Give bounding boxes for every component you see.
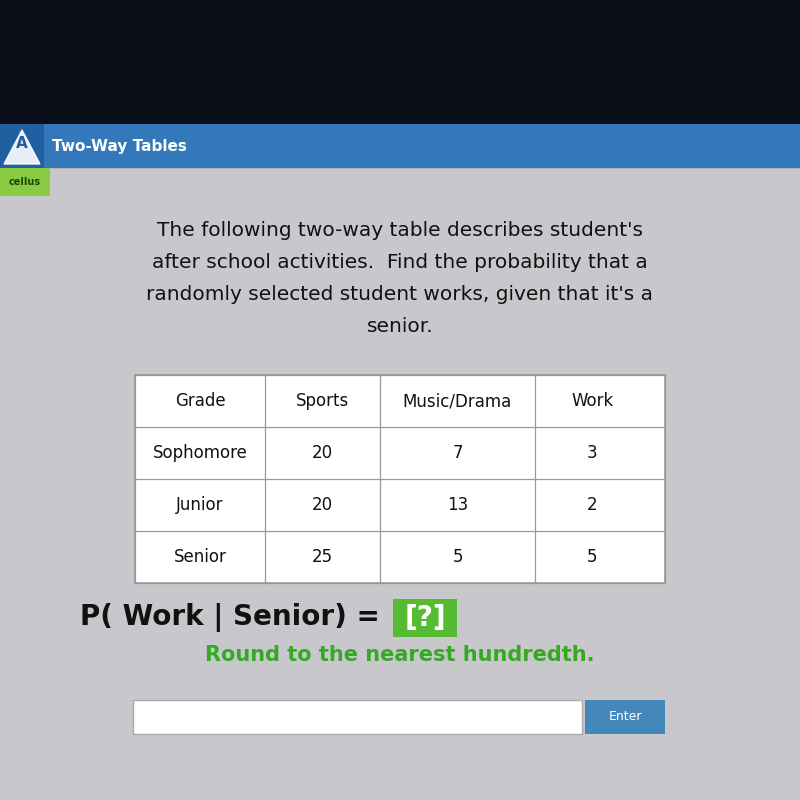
Text: 13: 13 bbox=[447, 496, 468, 514]
Bar bbox=[0, 168, 50, 196]
Polygon shape bbox=[4, 130, 40, 164]
Text: Sports: Sports bbox=[296, 392, 349, 410]
Text: randomly selected student works, given that it's a: randomly selected student works, given t… bbox=[146, 285, 654, 303]
Text: 25: 25 bbox=[312, 548, 333, 566]
Text: 5: 5 bbox=[452, 548, 462, 566]
Bar bbox=[585, 700, 665, 734]
Text: Sophomore: Sophomore bbox=[153, 444, 247, 462]
Bar bbox=[133, 700, 582, 734]
Text: senior.: senior. bbox=[366, 317, 434, 335]
Text: The following two-way table describes student's: The following two-way table describes st… bbox=[157, 221, 643, 239]
Bar bbox=[0, 168, 800, 800]
FancyBboxPatch shape bbox=[393, 599, 457, 637]
Text: 20: 20 bbox=[312, 444, 333, 462]
Text: after school activities.  Find the probability that a: after school activities. Find the probab… bbox=[152, 253, 648, 271]
Text: A: A bbox=[16, 136, 28, 151]
Text: Two-Way Tables: Two-Way Tables bbox=[52, 138, 187, 154]
Text: Senior: Senior bbox=[174, 548, 226, 566]
Text: 7: 7 bbox=[452, 444, 462, 462]
Text: cellus: cellus bbox=[9, 177, 41, 187]
Text: Enter: Enter bbox=[608, 710, 642, 723]
Text: 2: 2 bbox=[587, 496, 598, 514]
Text: Music/Drama: Music/Drama bbox=[403, 392, 512, 410]
Text: Junior: Junior bbox=[176, 496, 224, 514]
Text: Round to the nearest hundredth.: Round to the nearest hundredth. bbox=[206, 645, 594, 665]
Text: P( Work | Senior) =: P( Work | Senior) = bbox=[81, 603, 390, 633]
Text: 20: 20 bbox=[312, 496, 333, 514]
Text: 3: 3 bbox=[587, 444, 598, 462]
Bar bbox=[0, 124, 44, 168]
Text: 5: 5 bbox=[587, 548, 598, 566]
Text: [?]: [?] bbox=[404, 604, 446, 632]
Bar bbox=[135, 375, 665, 583]
Bar bbox=[0, 124, 800, 168]
Text: Work: Work bbox=[571, 392, 614, 410]
Text: Grade: Grade bbox=[174, 392, 226, 410]
